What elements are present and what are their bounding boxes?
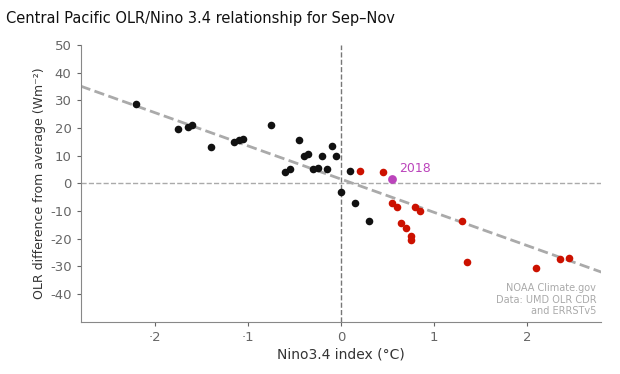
Point	[564, 255, 574, 261]
Text: Central Pacific OLR/Nino 3.4 relationship for Sep–Nov: Central Pacific OLR/Nino 3.4 relationshi…	[6, 11, 395, 26]
Point	[173, 126, 184, 132]
Text: NOAA Climate.gov
Data: UMD OLR CDR
and ERRSTv5: NOAA Climate.gov Data: UMD OLR CDR and E…	[495, 283, 596, 316]
Point	[317, 153, 327, 159]
Point	[206, 144, 216, 150]
Point	[378, 169, 388, 175]
Point	[336, 188, 346, 194]
Point	[327, 143, 337, 149]
Point	[355, 168, 365, 174]
Y-axis label: OLR difference from average (Wm⁻²): OLR difference from average (Wm⁻²)	[33, 67, 46, 299]
Point	[554, 257, 564, 263]
Point	[280, 169, 290, 175]
Text: 2018: 2018	[399, 162, 430, 175]
Point	[267, 122, 277, 128]
Point	[131, 101, 141, 107]
Point	[312, 165, 322, 171]
Point	[531, 265, 541, 271]
Point	[457, 218, 467, 224]
Point	[364, 218, 374, 224]
Point	[387, 200, 397, 206]
Point	[401, 224, 411, 230]
Point	[238, 136, 248, 142]
Point	[392, 204, 402, 210]
Point	[415, 208, 425, 214]
Point	[331, 153, 341, 159]
Point	[294, 137, 304, 143]
Point	[234, 137, 244, 143]
Point	[405, 237, 415, 243]
X-axis label: Nino3.4 index (°C): Nino3.4 index (°C)	[277, 348, 405, 362]
Point	[410, 204, 420, 210]
Point	[182, 123, 192, 129]
Point	[187, 122, 197, 128]
Point	[304, 151, 313, 157]
Point	[387, 176, 397, 182]
Point	[405, 233, 415, 239]
Point	[461, 259, 472, 265]
Point	[322, 166, 332, 172]
Point	[299, 153, 309, 159]
Point	[285, 166, 295, 172]
Point	[397, 220, 407, 226]
Point	[308, 166, 318, 172]
Point	[350, 200, 360, 206]
Point	[229, 139, 239, 145]
Point	[345, 168, 355, 174]
